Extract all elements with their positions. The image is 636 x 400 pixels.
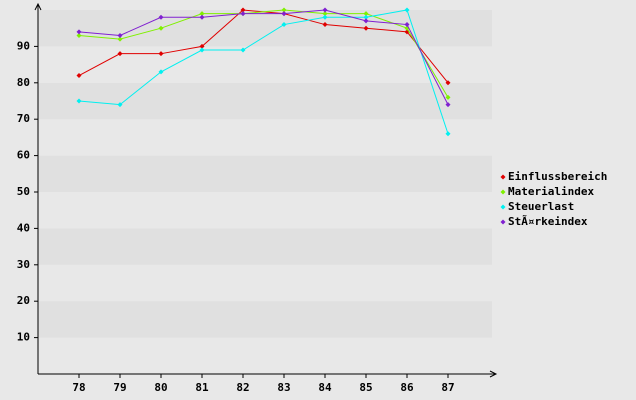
- point: [363, 11, 369, 17]
- point: [322, 11, 328, 17]
- y-tick-label: 70: [17, 112, 30, 125]
- point: [404, 7, 410, 13]
- point: [322, 22, 328, 28]
- x-tick-label: 83: [277, 381, 290, 394]
- grid-band: [38, 46, 492, 83]
- legend-marker: [500, 219, 506, 225]
- grid-band: [38, 155, 492, 192]
- line: [78, 9, 449, 98]
- legend-label: Einflussbereich: [508, 170, 607, 183]
- legend-marker: [500, 174, 506, 180]
- point: [158, 51, 164, 57]
- point: [445, 102, 451, 108]
- grid-band: [38, 301, 492, 338]
- point: [404, 22, 410, 28]
- point: [199, 47, 205, 53]
- y-tick-label: 40: [17, 221, 30, 234]
- y-tick-label: 80: [17, 76, 30, 89]
- point: [281, 7, 287, 13]
- line: [78, 9, 449, 134]
- point: [199, 11, 205, 17]
- line: [78, 9, 449, 105]
- point: [445, 80, 451, 86]
- point: [199, 43, 205, 49]
- point: [158, 14, 164, 20]
- x-tick-label: 85: [359, 381, 372, 394]
- x-tick-label: 78: [72, 381, 85, 394]
- grid-band: [38, 264, 492, 302]
- point: [158, 69, 164, 75]
- point: [76, 32, 82, 38]
- point: [363, 14, 369, 20]
- point: [117, 51, 123, 57]
- point: [363, 18, 369, 24]
- point: [240, 11, 246, 17]
- point: [281, 11, 287, 17]
- point: [76, 73, 82, 79]
- point: [199, 14, 205, 20]
- x-tick-label: 81: [195, 381, 209, 394]
- point: [76, 98, 82, 104]
- y-tick-label: 30: [17, 258, 30, 271]
- x-tick-label: 86: [400, 381, 414, 394]
- point: [445, 131, 451, 137]
- y-tick-label: 50: [17, 185, 30, 198]
- grid-band: [38, 337, 492, 374]
- legend-label: StÃ¤rkeindex: [508, 215, 588, 228]
- grid-band: [38, 10, 492, 47]
- x-tick-label: 79: [113, 381, 126, 394]
- grid-band: [38, 228, 492, 265]
- legend-marker: [500, 204, 506, 210]
- point: [322, 14, 328, 20]
- point: [240, 47, 246, 53]
- x-axis-arrow: [489, 370, 498, 378]
- grid-band: [38, 192, 492, 229]
- point: [117, 102, 123, 108]
- point: [76, 29, 82, 35]
- y-tick-label: 20: [17, 294, 30, 307]
- grid-band: [38, 119, 492, 156]
- point: [240, 7, 246, 13]
- point: [445, 94, 451, 100]
- point: [363, 25, 369, 31]
- point: [117, 32, 123, 38]
- point: [281, 22, 287, 28]
- y-tick-label: 90: [17, 39, 30, 52]
- x-tick-label: 80: [154, 381, 167, 394]
- y-axis-arrow: [34, 2, 42, 11]
- y-tick-label: 60: [17, 149, 30, 162]
- point: [158, 25, 164, 31]
- x-tick-label: 84: [318, 381, 332, 394]
- x-tick-label: 82: [236, 381, 249, 394]
- grid-band: [38, 82, 492, 120]
- x-tick-label: 87: [441, 381, 454, 394]
- point: [117, 36, 123, 42]
- point: [322, 7, 328, 13]
- legend-marker: [500, 189, 506, 195]
- legend-label: Materialindex: [508, 185, 594, 198]
- legend-label: Steuerlast: [508, 200, 574, 213]
- y-tick-label: 10: [17, 331, 30, 344]
